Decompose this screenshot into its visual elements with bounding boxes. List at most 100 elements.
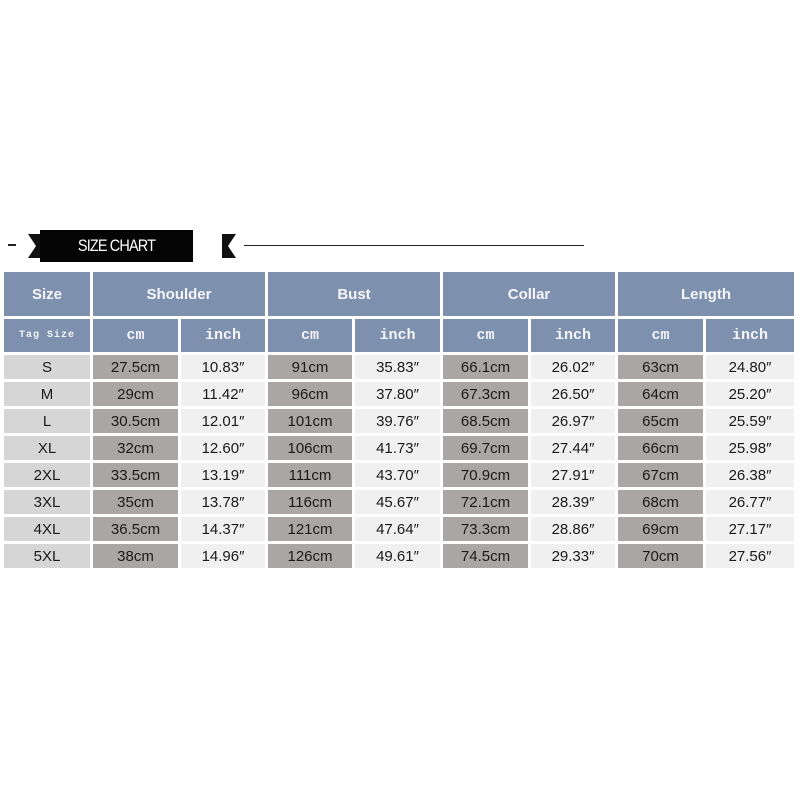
header-length: Length xyxy=(618,272,794,316)
header-shoulder: Shoulder xyxy=(93,272,265,316)
inch-cell: 10.83″ xyxy=(181,355,265,379)
table-row: L 30.5cm 12.01″ 101cm 39.76″ 68.5cm 26.97″ 65cm… xyxy=(4,409,794,433)
cm-cell: 70cm xyxy=(618,544,703,568)
cm-cell: 126cm xyxy=(268,544,352,568)
inch-cell: 27.44″ xyxy=(531,436,615,460)
inch-cell: 26.02″ xyxy=(531,355,615,379)
cm-cell: 66.1cm xyxy=(443,355,528,379)
inch-cell: 28.39″ xyxy=(531,490,615,514)
cm-cell: 27.5cm xyxy=(93,355,178,379)
cm-cell: 72.1cm xyxy=(443,490,528,514)
inch-cell: 24.80″ xyxy=(706,355,794,379)
inch-cell: 25.59″ xyxy=(706,409,794,433)
inch-cell: 26.97″ xyxy=(531,409,615,433)
cm-cell: 35cm xyxy=(93,490,178,514)
cm-cell: 69.7cm xyxy=(443,436,528,460)
cm-cell: 73.3cm xyxy=(443,517,528,541)
unit-cm: cm xyxy=(93,319,178,352)
inch-cell: 41.73″ xyxy=(355,436,440,460)
cm-cell: 38cm xyxy=(93,544,178,568)
cm-cell: 63cm xyxy=(618,355,703,379)
cm-cell: 70.9cm xyxy=(443,463,528,487)
inch-cell: 13.78″ xyxy=(181,490,265,514)
inch-cell: 26.38″ xyxy=(706,463,794,487)
cm-cell: 66cm xyxy=(618,436,703,460)
size-chart-table: Size Shoulder Bust Collar Length Tag Siz… xyxy=(1,269,797,571)
unit-inch: inch xyxy=(181,319,265,352)
size-cell: L xyxy=(4,409,90,433)
unit-cm: cm xyxy=(443,319,528,352)
inch-cell: 35.83″ xyxy=(355,355,440,379)
size-cell: M xyxy=(4,382,90,406)
inch-cell: 45.67″ xyxy=(355,490,440,514)
cm-cell: 121cm xyxy=(268,517,352,541)
cm-cell: 32cm xyxy=(93,436,178,460)
inch-cell: 12.01″ xyxy=(181,409,265,433)
inch-cell: 39.76″ xyxy=(355,409,440,433)
cm-cell: 74.5cm xyxy=(443,544,528,568)
inch-cell: 47.64″ xyxy=(355,517,440,541)
table-row: 3XL 35cm 13.78″ 116cm 45.67″ 72.1cm 28.39″ 68cm… xyxy=(4,490,794,514)
cm-cell: 36.5cm xyxy=(93,517,178,541)
inch-cell: 25.20″ xyxy=(706,382,794,406)
inch-cell: 27.56″ xyxy=(706,544,794,568)
cm-cell: 65cm xyxy=(618,409,703,433)
table-row: M 29cm 11.42″ 96cm 37.80″ 67.3cm 26.50″ 64cm 25.… xyxy=(4,382,794,406)
unit-row: Tag Size cm inch cm inch cm inch cm inch xyxy=(4,319,794,352)
cm-cell: 106cm xyxy=(268,436,352,460)
cm-cell: 29cm xyxy=(93,382,178,406)
cm-cell: 96cm xyxy=(268,382,352,406)
table-row: 5XL 38cm 14.96″ 126cm 49.61″ 74.5cm 29.33″ 70cm… xyxy=(4,544,794,568)
unit-cm: cm xyxy=(618,319,703,352)
size-cell: 5XL xyxy=(4,544,90,568)
table-row: S 27.5cm 10.83″ 91cm 35.83″ 66.1cm 26.02″ 63cm 2… xyxy=(4,355,794,379)
header-tag-size: Tag Size xyxy=(4,319,90,352)
inch-cell: 14.96″ xyxy=(181,544,265,568)
inch-cell: 14.37″ xyxy=(181,517,265,541)
cm-cell: 67cm xyxy=(618,463,703,487)
header-collar: Collar xyxy=(443,272,615,316)
banner-dash xyxy=(8,244,16,246)
cm-cell: 64cm xyxy=(618,382,703,406)
header-bust: Bust xyxy=(268,272,440,316)
table-row: 4XL 36.5cm 14.37″ 121cm 47.64″ 73.3cm 28.86″ 69… xyxy=(4,517,794,541)
inch-cell: 29.33″ xyxy=(531,544,615,568)
size-cell: 4XL xyxy=(4,517,90,541)
cm-cell: 116cm xyxy=(268,490,352,514)
inch-cell: 27.91″ xyxy=(531,463,615,487)
unit-inch: inch xyxy=(355,319,440,352)
inch-cell: 26.77″ xyxy=(706,490,794,514)
header-row: Size Shoulder Bust Collar Length xyxy=(4,272,794,316)
unit-inch: inch xyxy=(531,319,615,352)
inch-cell: 43.70″ xyxy=(355,463,440,487)
cm-cell: 111cm xyxy=(268,463,352,487)
cm-cell: 33.5cm xyxy=(93,463,178,487)
size-cell: XL xyxy=(4,436,90,460)
banner-ribbon-right xyxy=(222,234,236,258)
inch-cell: 12.60″ xyxy=(181,436,265,460)
inch-cell: 49.61″ xyxy=(355,544,440,568)
inch-cell: 37.80″ xyxy=(355,382,440,406)
unit-inch: inch xyxy=(706,319,794,352)
size-chart-title: SIZE CHART xyxy=(40,230,193,262)
cm-cell: 67.3cm xyxy=(443,382,528,406)
size-cell: S xyxy=(4,355,90,379)
size-cell: 3XL xyxy=(4,490,90,514)
inch-cell: 13.19″ xyxy=(181,463,265,487)
inch-cell: 27.17″ xyxy=(706,517,794,541)
inch-cell: 25.98″ xyxy=(706,436,794,460)
divider-line xyxy=(244,245,584,246)
size-cell: 2XL xyxy=(4,463,90,487)
header-size: Size xyxy=(4,272,90,316)
cm-cell: 101cm xyxy=(268,409,352,433)
banner-ribbon-left xyxy=(28,234,42,258)
cm-cell: 68.5cm xyxy=(443,409,528,433)
inch-cell: 11.42″ xyxy=(181,382,265,406)
cm-cell: 91cm xyxy=(268,355,352,379)
cm-cell: 68cm xyxy=(618,490,703,514)
table-row: 2XL 33.5cm 13.19″ 111cm 43.70″ 70.9cm 27.91″ 67… xyxy=(4,463,794,487)
cm-cell: 69cm xyxy=(618,517,703,541)
cm-cell: 30.5cm xyxy=(93,409,178,433)
inch-cell: 26.50″ xyxy=(531,382,615,406)
unit-cm: cm xyxy=(268,319,352,352)
